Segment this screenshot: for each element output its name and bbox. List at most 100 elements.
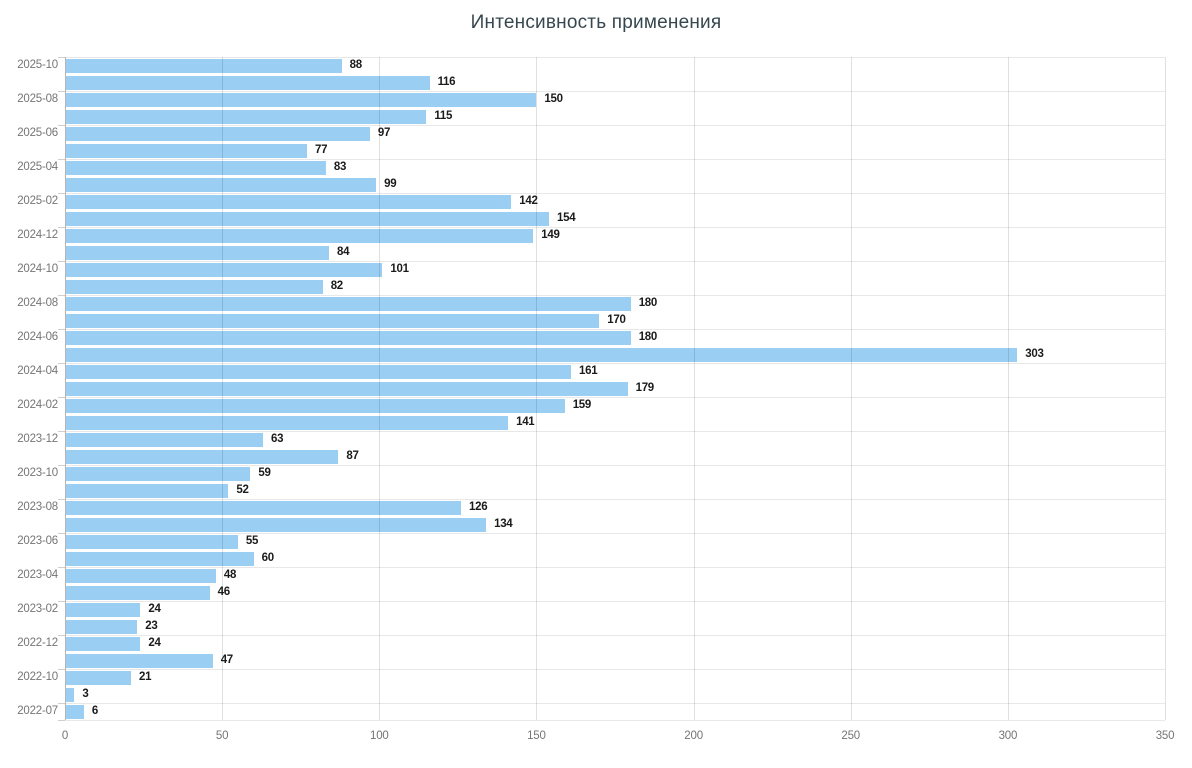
bar-value-label: 180 (638, 331, 658, 343)
bar (65, 177, 377, 192)
bar-value-label: 63 (271, 433, 284, 445)
gridline-horizontal (65, 601, 1165, 602)
gridline-horizontal (65, 363, 1165, 364)
bar-value-label: 97 (377, 127, 391, 139)
y-axis-label: 2023-12 (17, 433, 58, 445)
y-axis-label: 2024-08 (17, 297, 58, 309)
bar (65, 126, 370, 141)
y-tick-mark (58, 125, 65, 126)
bar-value-label: 180 (638, 297, 658, 309)
y-axis-label: 2024-06 (17, 331, 58, 343)
bar (65, 568, 216, 583)
gridline-horizontal (65, 499, 1165, 500)
gridline-horizontal (65, 533, 1165, 534)
x-axis-labels: 0 50 100 150 200 250 300 350 (62, 730, 1175, 748)
bar (65, 704, 84, 719)
bar-value-label: 170 (607, 314, 626, 326)
y-axis-label: 2023-08 (17, 501, 58, 513)
bar-value-label: 88 (349, 59, 363, 71)
bar-value-label: 55 (245, 535, 259, 547)
bar-value-label: 77 (315, 144, 328, 156)
y-tick-mark (58, 499, 65, 500)
bar (65, 75, 430, 90)
gridline-horizontal (65, 329, 1165, 330)
bar-value-label: 141 (516, 416, 535, 428)
bar (65, 500, 461, 515)
y-tick-mark (58, 533, 65, 534)
x-axis-tick-label: 250 (841, 730, 860, 742)
bar (65, 619, 138, 634)
bar (65, 449, 339, 464)
y-axis-label: 2022-10 (17, 671, 58, 683)
gridline-horizontal (65, 465, 1165, 466)
bar-value-label: 87 (346, 450, 359, 462)
gridline-horizontal (65, 567, 1165, 568)
y-tick-mark (58, 159, 65, 160)
bar-value-label: 84 (337, 246, 350, 258)
bar (65, 602, 141, 617)
bar (65, 228, 534, 243)
x-axis-tick-label: 200 (684, 730, 703, 742)
y-tick-mark (58, 567, 65, 568)
gridline-horizontal (65, 669, 1165, 670)
x-axis-tick-label: 150 (527, 730, 546, 742)
bar-value-label: 142 (519, 195, 538, 207)
y-axis-label: 2024-02 (17, 399, 58, 411)
y-axis-label: 2023-06 (17, 535, 58, 547)
gridline-vertical (379, 57, 381, 720)
bar (65, 636, 141, 651)
gridline-horizontal (65, 703, 1165, 704)
y-tick-mark (58, 703, 65, 704)
bar-value-label: 179 (635, 382, 655, 394)
y-axis-label: 2025-10 (17, 59, 58, 71)
bar-value-label: 101 (390, 263, 409, 275)
bar-value-label: 161 (579, 365, 598, 377)
bar-value-label: 126 (469, 501, 488, 513)
bar-value-label: 59 (258, 467, 271, 479)
bar-value-label: 134 (494, 518, 513, 530)
bar-value-label: 83 (333, 161, 347, 173)
gridline-vertical (1007, 57, 1009, 720)
gridline-horizontal (65, 57, 1165, 58)
bar (65, 245, 329, 260)
y-axis-label: 2022-07 (17, 705, 58, 717)
bar-value-label: 99 (384, 178, 397, 190)
bar-value-label: 6 (91, 705, 98, 717)
bar (65, 347, 1018, 362)
bar (65, 313, 600, 328)
bar (65, 670, 131, 685)
gridline-horizontal (65, 125, 1165, 126)
bar-value-label: 48 (223, 569, 237, 581)
bar-value-label: 23 (145, 620, 158, 632)
bar (65, 296, 631, 311)
gridline-horizontal (65, 295, 1165, 296)
y-axis-label: 2023-02 (17, 603, 58, 615)
gridline-horizontal (65, 720, 1165, 721)
bar-value-label: 116 (437, 76, 456, 88)
y-axis-label: 2023-04 (17, 569, 58, 581)
bar (65, 466, 251, 481)
bar-value-label: 60 (261, 552, 275, 564)
y-tick-mark (58, 329, 65, 330)
gridline-horizontal (65, 91, 1165, 92)
y-axis-label: 2025-06 (17, 127, 58, 139)
bar-value-label: 303 (1025, 348, 1044, 360)
y-tick-mark (58, 635, 65, 636)
y-tick-mark (58, 431, 65, 432)
y-tick-mark (58, 295, 65, 296)
y-tick-mark (58, 91, 65, 92)
gridline-vertical (693, 57, 695, 720)
bar (65, 330, 631, 345)
y-axis-label: 2025-08 (17, 93, 58, 105)
y-tick-mark (58, 397, 65, 398)
y-axis-label: 2024-04 (17, 365, 58, 377)
y-axis-label: 2023-10 (17, 467, 58, 479)
bar (65, 653, 213, 668)
bar-value-label: 149 (541, 229, 560, 241)
y-axis-labels: 2025-10 2025-08 2025-06 2025-04 2025-02 2024-… (0, 57, 58, 720)
bar (65, 279, 323, 294)
bar (65, 398, 565, 413)
plot-area: 88 116 150 115 97 77 83 99 142 154 149 84 101 82 180 17… (58, 57, 1166, 721)
gridline-horizontal (65, 431, 1165, 432)
